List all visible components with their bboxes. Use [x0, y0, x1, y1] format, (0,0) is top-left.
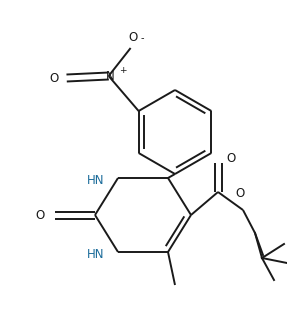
Text: +: +	[119, 65, 126, 74]
Text: O: O	[36, 209, 45, 222]
Text: N: N	[106, 70, 115, 82]
Text: -: -	[141, 33, 144, 43]
Text: O: O	[226, 151, 235, 165]
Text: HN: HN	[86, 174, 104, 186]
Text: HN: HN	[86, 248, 104, 260]
Text: O: O	[128, 31, 137, 44]
Text: O: O	[49, 71, 59, 84]
Text: O: O	[235, 187, 245, 200]
